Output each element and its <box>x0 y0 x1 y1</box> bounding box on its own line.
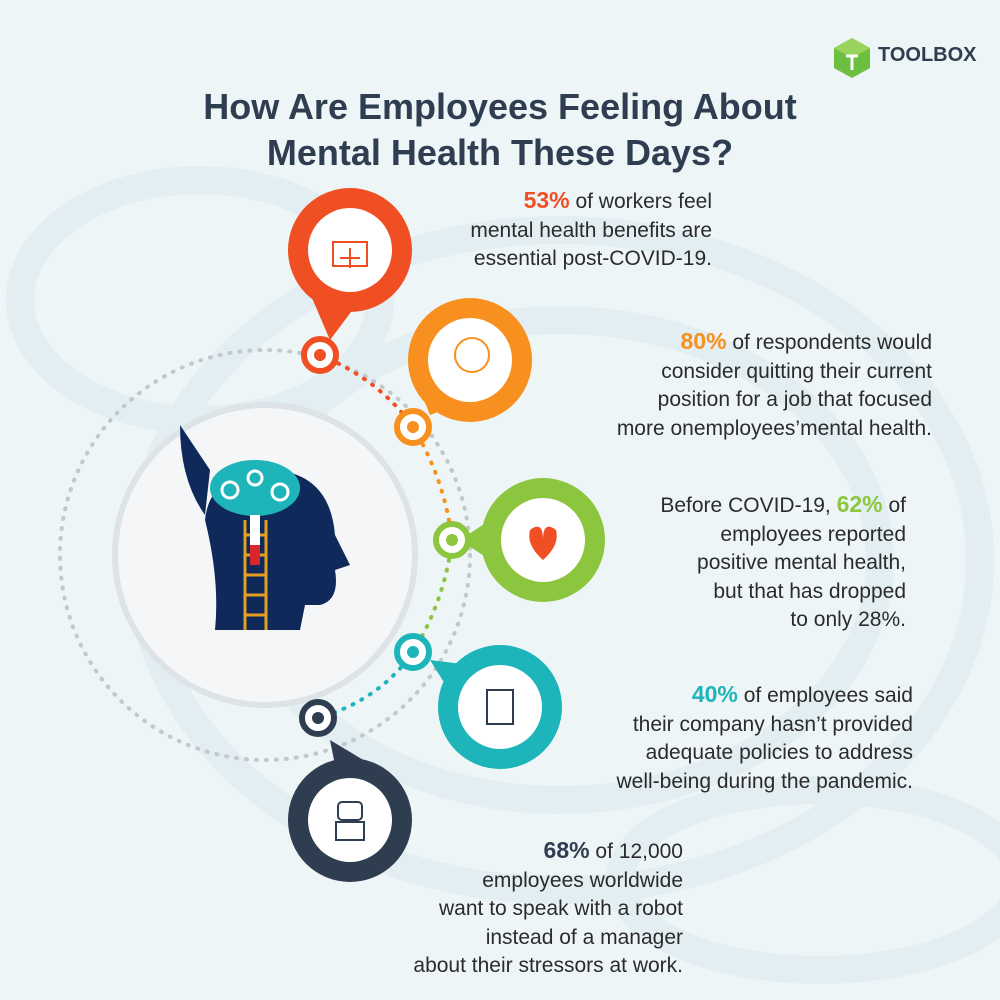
stat-line: want to speak with a robot <box>413 895 683 924</box>
title-line: How Are Employees Feeling About <box>203 86 797 127</box>
stat-line: 53% of workers feel <box>470 186 712 217</box>
stat: 40% of employees said their company hasn’… <box>616 680 913 796</box>
stat-figure: 68% <box>543 837 590 863</box>
stat-text: Before COVID-19, <box>660 494 837 517</box>
stat-line: employees worldwide <box>413 867 683 896</box>
logo <box>834 38 870 78</box>
bubbles <box>288 188 605 882</box>
stat-text: adequate policies to address <box>645 741 913 764</box>
stat-text: employees reported <box>720 522 906 546</box>
stat-line: well-being during the pandemic. <box>616 768 913 797</box>
stat-text: of employees said <box>737 684 913 707</box>
title: How Are Employees Feeling About Mental He… <box>0 84 1000 176</box>
stat-figure: 62% <box>836 491 883 517</box>
stat-figure: 40% <box>691 681 738 707</box>
stat-text: essential post-COVID-19. <box>473 247 712 270</box>
stat-line: 80% of respondents would <box>617 327 932 358</box>
head-illustration <box>180 425 350 630</box>
stat-text: well-being during the pandemic. <box>616 769 913 793</box>
title-line: Mental Health These Days? <box>266 132 734 173</box>
stat-line: more onemployees’mental health. <box>617 415 932 444</box>
stat: 53% of workers feel mental health benefit… <box>470 186 712 274</box>
stat-line: their company hasn’t provided <box>616 711 913 740</box>
stat-text: of 12,000 <box>589 840 683 863</box>
stat-text: about their stressors at work. <box>413 954 683 977</box>
stat-text: more onemployees’mental health. <box>616 416 932 440</box>
stat-text: their company hasn’t provided <box>632 712 913 736</box>
stat-line: consider quitting their current <box>617 358 932 387</box>
stat-text: positive mental health, <box>697 551 906 574</box>
stat: 80% of respondents would consider quittin… <box>617 327 932 443</box>
stat-figure: 80% <box>680 328 727 354</box>
stat-text: of <box>882 494 906 517</box>
stat: 68% of 12,000 employees worldwide want to … <box>413 836 683 981</box>
stat-line: essential post-COVID-19. <box>470 245 712 274</box>
stat: Before COVID-19, 62% of employees reporte… <box>660 490 906 635</box>
stat-line: but that has dropped <box>660 578 906 607</box>
stat-line: instead of a manager <box>413 924 683 953</box>
stat-text: of workers feel <box>569 190 712 213</box>
stat-line: adequate policies to address <box>616 739 913 768</box>
stat-text: of respondents would <box>726 331 932 354</box>
stat-line: 68% of 12,000 <box>413 836 683 867</box>
stat-line: positive mental health, <box>660 549 906 578</box>
stat-text: employees worldwide <box>482 868 683 892</box>
stat-line: Before COVID-19, 62% of <box>660 490 906 521</box>
stat-text: but that has dropped <box>713 579 906 603</box>
stat-text: position for a job that focused <box>657 388 932 411</box>
targets <box>299 336 471 737</box>
stat-line: to only 28%. <box>660 606 906 635</box>
stat-line: position for a job that focused <box>617 386 932 415</box>
stat-text: consider quitting their current <box>661 359 932 383</box>
stat-text: want to speak with a robot <box>439 897 683 920</box>
stat-text: instead of a manager <box>485 925 683 949</box>
stat-text: to only 28%. <box>790 608 906 631</box>
stat-line: mental health benefits are <box>470 217 712 246</box>
stat-text: mental health benefits are <box>470 218 712 242</box>
stat-line: employees reported <box>660 521 906 550</box>
stat-line: 40% of employees said <box>616 680 913 711</box>
stat-figure: 53% <box>523 187 570 213</box>
stat-line: about their stressors at work. <box>413 952 683 981</box>
brand: TOOLBOX <box>878 44 977 66</box>
